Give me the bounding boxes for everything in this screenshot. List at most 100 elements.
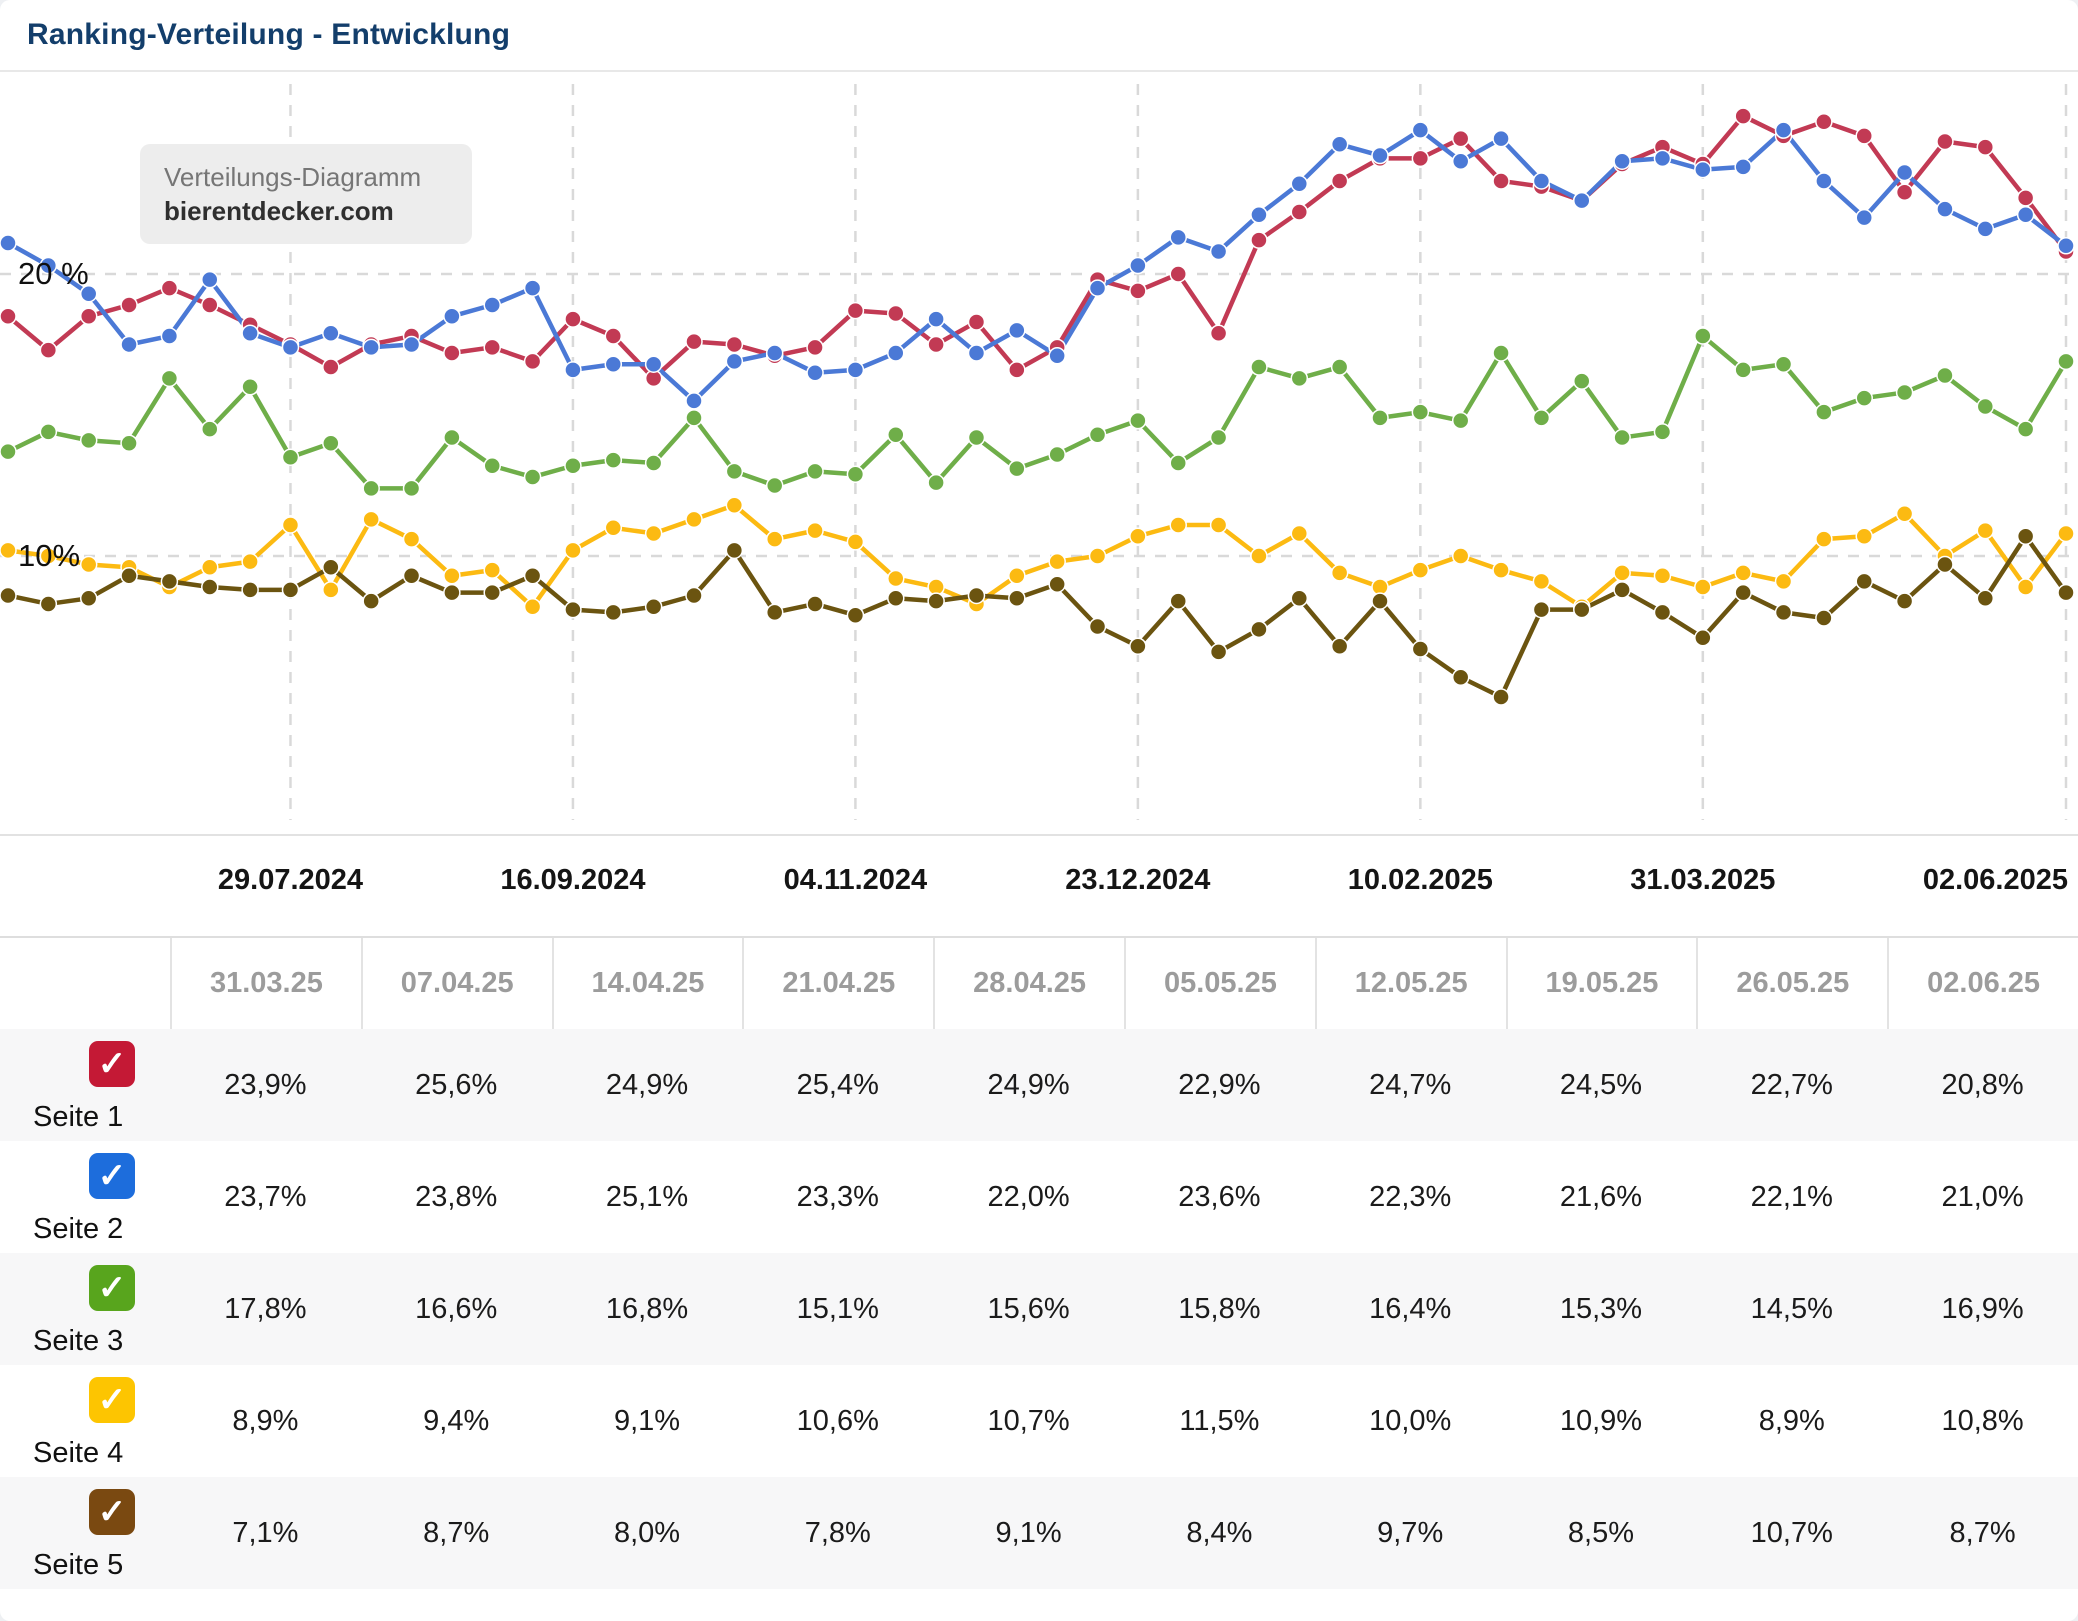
data-point-seite-4-28[interactable] (1129, 527, 1147, 546)
data-point-seite-2-37[interactable] (1492, 129, 1510, 148)
data-point-seite-5-38[interactable] (1532, 600, 1551, 619)
data-point-seite-3-47[interactable] (1895, 383, 1914, 402)
data-point-seite-2-3[interactable] (120, 335, 138, 354)
data-point-seite-2-30[interactable] (1209, 242, 1228, 261)
data-point-seite-3-24[interactable] (967, 428, 986, 447)
data-point-seite-1-14[interactable] (564, 310, 582, 328)
data-point-seite-3-13[interactable] (523, 468, 542, 486)
data-point-seite-3-5[interactable] (201, 420, 219, 438)
data-point-seite-2-51[interactable] (2057, 237, 2075, 255)
data-point-seite-3-34[interactable] (1371, 409, 1389, 427)
data-point-seite-3-26[interactable] (1048, 445, 1066, 464)
data-point-seite-5-22[interactable] (887, 589, 905, 608)
data-point-seite-2-18[interactable] (725, 352, 744, 371)
data-point-seite-4-47[interactable] (1895, 504, 1914, 523)
data-point-seite-5-47[interactable] (1895, 592, 1914, 610)
data-point-seite-2-11[interactable] (443, 307, 461, 326)
data-point-seite-5-40[interactable] (1613, 581, 1631, 599)
data-point-seite-5-20[interactable] (806, 595, 824, 613)
data-point-seite-3-10[interactable] (402, 479, 421, 498)
data-point-seite-4-13[interactable] (523, 598, 542, 616)
data-point-seite-5-2[interactable] (79, 589, 98, 608)
data-point-seite-1-48[interactable] (1936, 132, 1954, 151)
data-point-seite-2-6[interactable] (241, 324, 259, 342)
data-point-seite-5-25[interactable] (1008, 589, 1026, 608)
data-point-seite-1-36[interactable] (1451, 129, 1470, 148)
data-point-seite-1-20[interactable] (806, 338, 824, 357)
data-point-seite-5-36[interactable] (1451, 668, 1470, 687)
data-point-seite-5-28[interactable] (1129, 637, 1147, 655)
data-point-seite-1-43[interactable] (1734, 107, 1752, 125)
data-point-seite-5-18[interactable] (725, 541, 744, 560)
data-point-seite-2-48[interactable] (1936, 200, 1954, 218)
data-point-seite-1-30[interactable] (1209, 324, 1228, 342)
data-point-seite-2-14[interactable] (564, 361, 582, 379)
data-point-seite-5-32[interactable] (1290, 589, 1309, 608)
data-point-seite-5-49[interactable] (1976, 589, 1995, 608)
data-point-seite-5-9[interactable] (362, 592, 380, 610)
data-point-seite-3-21[interactable] (846, 465, 865, 483)
data-point-seite-2-16[interactable] (644, 355, 663, 373)
data-point-seite-4-22[interactable] (887, 569, 905, 588)
data-point-seite-4-31[interactable] (1250, 547, 1268, 565)
data-point-seite-2-36[interactable] (1451, 152, 1470, 170)
data-point-seite-3-1[interactable] (39, 423, 58, 441)
data-point-seite-1-46[interactable] (1855, 127, 1873, 145)
data-point-seite-5-24[interactable] (967, 586, 986, 605)
data-point-seite-2-5[interactable] (201, 270, 219, 289)
data-point-seite-3-20[interactable] (806, 462, 824, 481)
data-point-seite-5-7[interactable] (281, 581, 300, 599)
data-point-seite-2-20[interactable] (806, 363, 824, 382)
data-point-seite-2-42[interactable] (1694, 160, 1712, 179)
data-point-seite-4-16[interactable] (644, 524, 663, 543)
data-point-seite-1-5[interactable] (201, 296, 219, 314)
data-point-seite-5-21[interactable] (846, 606, 865, 624)
data-point-seite-4-17[interactable] (685, 510, 703, 529)
data-point-seite-1-50[interactable] (2016, 189, 2035, 207)
data-point-seite-2-38[interactable] (1532, 172, 1551, 190)
data-point-seite-3-22[interactable] (887, 425, 905, 444)
data-point-seite-2-17[interactable] (685, 392, 703, 410)
data-point-seite-1-25[interactable] (1008, 361, 1026, 379)
data-point-seite-2-28[interactable] (1129, 256, 1147, 275)
data-point-seite-2-34[interactable] (1371, 146, 1389, 165)
data-point-seite-5-45[interactable] (1815, 609, 1833, 627)
data-point-seite-3-15[interactable] (604, 451, 623, 469)
data-point-seite-2-2[interactable] (79, 284, 98, 303)
data-point-seite-3-29[interactable] (1169, 454, 1187, 472)
data-point-seite-1-47[interactable] (1895, 183, 1914, 201)
data-point-seite-5-6[interactable] (241, 581, 259, 599)
series-checkbox-seite-2[interactable]: ✓ (89, 1153, 135, 1199)
data-point-seite-5-15[interactable] (604, 603, 623, 622)
data-point-seite-5-17[interactable] (685, 586, 703, 605)
data-point-seite-4-9[interactable] (362, 510, 380, 529)
data-point-seite-5-11[interactable] (443, 583, 461, 602)
data-point-seite-2-39[interactable] (1573, 191, 1591, 210)
data-point-seite-5-50[interactable] (2016, 527, 2035, 546)
data-point-seite-2-4[interactable] (160, 327, 179, 345)
data-point-seite-1-45[interactable] (1815, 112, 1833, 131)
data-point-seite-1-23[interactable] (927, 335, 945, 354)
data-point-seite-2-26[interactable] (1048, 347, 1066, 365)
data-point-seite-4-44[interactable] (1774, 572, 1793, 591)
data-point-seite-2-29[interactable] (1169, 228, 1187, 247)
data-point-seite-4-36[interactable] (1451, 547, 1470, 565)
data-point-seite-2-22[interactable] (887, 344, 905, 362)
data-point-seite-1-4[interactable] (160, 279, 179, 297)
data-point-seite-4-12[interactable] (483, 561, 501, 579)
data-point-seite-5-34[interactable] (1371, 592, 1389, 610)
data-point-seite-5-13[interactable] (523, 566, 542, 585)
data-point-seite-5-43[interactable] (1734, 583, 1752, 602)
data-point-seite-3-4[interactable] (160, 369, 179, 388)
data-point-seite-1-12[interactable] (483, 338, 501, 357)
data-point-seite-1-32[interactable] (1290, 203, 1309, 221)
data-point-seite-4-10[interactable] (402, 530, 421, 548)
data-point-seite-5-37[interactable] (1492, 688, 1510, 706)
data-point-seite-5-26[interactable] (1048, 575, 1066, 593)
data-point-seite-5-23[interactable] (927, 592, 945, 610)
data-point-seite-1-15[interactable] (604, 327, 623, 345)
data-point-seite-3-51[interactable] (2057, 352, 2075, 371)
data-point-seite-3-19[interactable] (765, 476, 784, 495)
data-point-seite-3-18[interactable] (725, 462, 744, 481)
data-point-seite-3-6[interactable] (241, 378, 259, 396)
